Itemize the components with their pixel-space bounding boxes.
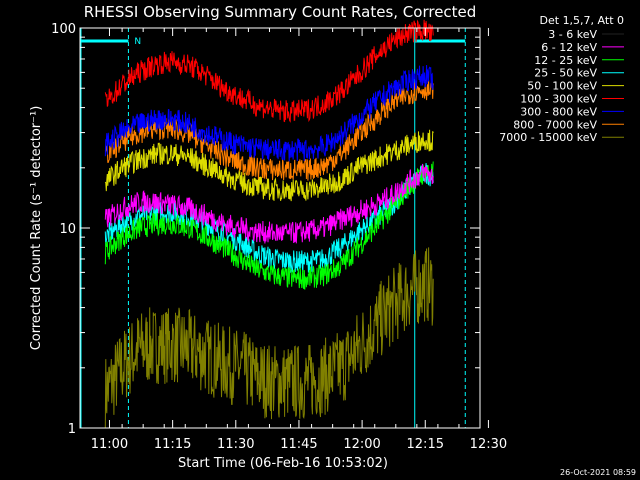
legend-header: Det 1,5,7, Att 0	[540, 14, 624, 27]
x-tick-label: 12:00	[343, 437, 380, 452]
plot-area: N	[80, 19, 466, 429]
legend-entry-label: 12 - 25 keV	[534, 54, 597, 67]
legend-entry-label: 800 - 7000 keV	[513, 118, 597, 131]
series-line	[104, 247, 434, 429]
series-line	[104, 64, 434, 162]
night-flag-label: N	[134, 37, 141, 47]
legend-entry-label: 100 - 300 keV	[520, 93, 597, 106]
legend-entry-label: 50 - 100 keV	[527, 80, 597, 93]
x-tick-label: 11:15	[154, 437, 191, 452]
series-line	[104, 163, 434, 244]
x-tick-label: 11:00	[91, 437, 128, 452]
chart-title: RHESSI Observing Summary Count Rates, Co…	[84, 3, 477, 21]
legend-entry-label: 25 - 50 keV	[534, 67, 597, 80]
y-axis-label: Corrected Count Rate (s⁻¹ detector⁻¹)	[29, 106, 44, 351]
timestamp: 26-Oct-2021 08:59	[560, 468, 636, 477]
series-line	[104, 79, 434, 181]
axes: 11:00 11:15 11:30 11:45 12:00 12:15 12:30 1 10 10…	[51, 22, 507, 452]
legend-entry-label: 300 - 800 keV	[520, 105, 597, 118]
y-tick-label: 100	[51, 22, 76, 37]
y-tick-label: 10	[59, 222, 76, 237]
y-tick-label: 1	[68, 422, 76, 437]
series-line	[104, 129, 434, 202]
x-tick-label: 11:30	[217, 437, 254, 452]
legend-entry-label: 3 - 6 keV	[548, 28, 597, 41]
legend-entry-label: 7000 - 15000 keV	[499, 131, 597, 144]
x-tick-label: 12:15	[407, 437, 444, 452]
series-line	[104, 19, 434, 123]
x-tick-label: 12:30	[470, 437, 507, 452]
x-tick-label: 11:45	[280, 437, 317, 452]
legend-entry-label: 6 - 12 keV	[541, 41, 597, 54]
x-axis-label: Start Time (06-Feb-16 10:53:02)	[178, 456, 388, 471]
series-line	[104, 161, 434, 290]
